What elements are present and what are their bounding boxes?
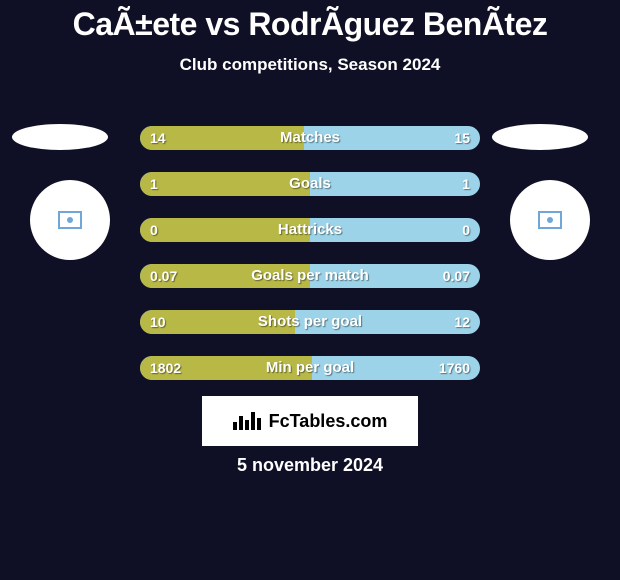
stat-label: Goals per match bbox=[251, 264, 369, 288]
stat-right-value: 15 bbox=[454, 126, 470, 150]
stat-bar: 1 1 Goals bbox=[140, 172, 480, 196]
fctables-bars-icon bbox=[233, 412, 263, 430]
stat-left-value: 1802 bbox=[150, 356, 181, 380]
stat-bar: 14 15 Matches bbox=[140, 126, 480, 150]
stat-bars: 14 15 Matches 1 1 Goals 0 0 Hattricks 0.07 0.07 Goa… bbox=[140, 126, 480, 402]
stat-left-value: 10 bbox=[150, 310, 166, 334]
stat-left-value: 1 bbox=[150, 172, 158, 196]
fctables-watermark: FcTables.com bbox=[202, 396, 418, 446]
stat-bar: 10 12 Shots per goal bbox=[140, 310, 480, 334]
stat-bar: 1802 1760 Min per goal bbox=[140, 356, 480, 380]
stat-label: Min per goal bbox=[266, 356, 354, 380]
stat-bar: 0.07 0.07 Goals per match bbox=[140, 264, 480, 288]
stat-label: Goals bbox=[289, 172, 331, 196]
right-ellipse bbox=[492, 124, 588, 150]
stat-label: Matches bbox=[280, 126, 340, 150]
placeholder-image-icon bbox=[538, 211, 562, 229]
placeholder-dot-icon bbox=[67, 217, 73, 223]
right-player-avatar bbox=[510, 180, 590, 260]
stat-left-value: 0.07 bbox=[150, 264, 177, 288]
page-subtitle: Club competitions, Season 2024 bbox=[0, 55, 620, 75]
fctables-text: FcTables.com bbox=[269, 411, 388, 432]
date-label: 5 november 2024 bbox=[0, 455, 620, 476]
stat-bar: 0 0 Hattricks bbox=[140, 218, 480, 242]
page-title: CaÃ±ete vs RodrÃ­guez BenÃ­tez bbox=[0, 0, 620, 43]
stat-right-value: 1760 bbox=[439, 356, 470, 380]
left-ellipse bbox=[12, 124, 108, 150]
stat-label: Shots per goal bbox=[258, 310, 362, 334]
stat-label: Hattricks bbox=[278, 218, 342, 242]
placeholder-dot-icon bbox=[547, 217, 553, 223]
stat-left-value: 0 bbox=[150, 218, 158, 242]
stat-right-value: 0.07 bbox=[443, 264, 470, 288]
placeholder-image-icon bbox=[58, 211, 82, 229]
stat-right-value: 0 bbox=[462, 218, 470, 242]
left-player-avatar bbox=[30, 180, 110, 260]
stat-bar-left-fill bbox=[140, 172, 310, 196]
stat-right-value: 12 bbox=[454, 310, 470, 334]
stat-left-value: 14 bbox=[150, 126, 166, 150]
stat-right-value: 1 bbox=[462, 172, 470, 196]
